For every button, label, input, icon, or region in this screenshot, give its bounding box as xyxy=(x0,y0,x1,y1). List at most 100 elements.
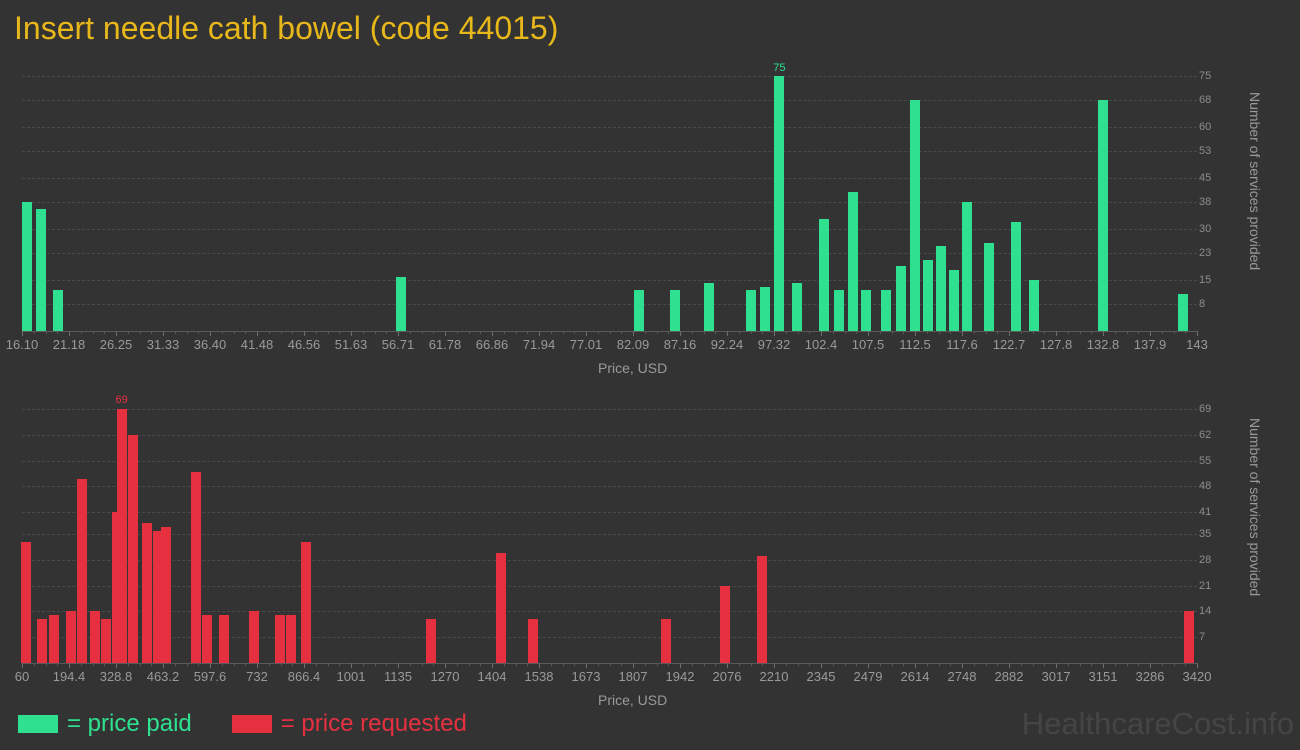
histogram-bar[interactable] xyxy=(201,615,212,663)
y-axis-labels-price-paid: 8 15 23 30 38 45 53 60 68 75 xyxy=(1199,66,1239,331)
x-axis-minor-tick xyxy=(386,663,388,666)
x-axis-tick xyxy=(22,663,23,668)
histogram-bar[interactable] xyxy=(1097,99,1108,331)
histogram-bar[interactable] xyxy=(496,552,507,663)
histogram-bar[interactable] xyxy=(1178,293,1189,331)
histogram-bar[interactable] xyxy=(300,541,311,663)
x-axis-minor-tick xyxy=(644,663,646,666)
x-axis-minor-tick xyxy=(950,663,952,666)
histogram-bar[interactable] xyxy=(100,618,111,663)
legend-item-price-paid[interactable]: = price paid xyxy=(18,710,192,738)
histogram-bar[interactable] xyxy=(704,283,715,331)
histogram-bar[interactable] xyxy=(774,76,785,331)
histogram-bar[interactable] xyxy=(127,434,138,663)
x-axis-minor-tick xyxy=(597,663,599,666)
histogram-bar[interactable] xyxy=(1011,222,1022,331)
x-axis-minor-tick xyxy=(139,331,141,334)
histogram-bar[interactable] xyxy=(89,611,100,663)
histogram-bar[interactable] xyxy=(153,530,164,663)
x-axis-minor-tick xyxy=(550,331,552,334)
histogram-bar[interactable] xyxy=(922,259,933,331)
histogram-bar[interactable] xyxy=(848,191,859,331)
histogram-bar[interactable] xyxy=(248,611,259,663)
histogram-bar[interactable] xyxy=(53,290,64,331)
x-axis-tick xyxy=(586,331,587,336)
histogram-bar[interactable] xyxy=(395,276,406,331)
histogram-bar[interactable] xyxy=(962,201,973,331)
x-axis-tick-label: 866.4 xyxy=(287,669,321,684)
y-axis-tick-label: 7 xyxy=(1199,631,1206,644)
chart-price-requested: 69 60 194.4 328.8 463.2 597.6 732 866.4 1001 113… xyxy=(0,390,1300,710)
x-axis-minor-tick xyxy=(374,663,376,666)
x-axis-tick xyxy=(1197,331,1198,336)
x-axis-tick-label: 2479 xyxy=(853,669,883,684)
x-axis-minor-tick xyxy=(421,331,423,334)
histogram-bar[interactable] xyxy=(983,242,994,331)
histogram-bar[interactable] xyxy=(719,585,730,663)
x-axis-minor-tick xyxy=(92,331,94,334)
histogram-bar[interactable] xyxy=(661,618,672,663)
histogram-bar[interactable] xyxy=(759,286,770,331)
histogram-bar[interactable] xyxy=(20,541,31,663)
x-axis-tick xyxy=(257,663,258,668)
histogram-bar[interactable] xyxy=(275,615,286,663)
x-axis-tick xyxy=(1056,663,1057,668)
y-axis-tick-label: 48 xyxy=(1199,480,1212,493)
histogram-bar[interactable] xyxy=(949,269,960,331)
x-axis-minor-tick xyxy=(127,331,129,334)
histogram-bar[interactable] xyxy=(745,290,756,331)
histogram-bar[interactable] xyxy=(833,290,844,331)
x-axis-tick xyxy=(163,331,164,336)
histogram-bar[interactable] xyxy=(792,283,802,331)
x-axis-tick xyxy=(915,663,916,668)
x-axis-minor-tick xyxy=(92,663,94,666)
x-axis-tick xyxy=(962,331,963,336)
histogram-bar[interactable] xyxy=(161,526,172,663)
x-axis-minor-tick xyxy=(750,663,752,666)
x-axis-tick xyxy=(774,331,775,336)
x-axis-tick-label: 3286 xyxy=(1135,669,1165,684)
histogram-bar[interactable] xyxy=(142,523,153,663)
x-axis-minor-tick xyxy=(621,663,623,666)
histogram-bar[interactable] xyxy=(190,471,201,663)
histogram-bar[interactable] xyxy=(21,201,32,331)
x-axis-minor-tick xyxy=(550,663,552,666)
x-axis-minor-tick xyxy=(433,663,435,666)
histogram-bar[interactable] xyxy=(286,615,297,663)
histogram-bar[interactable] xyxy=(895,266,906,331)
x-axis-minor-tick xyxy=(151,663,153,666)
legend-item-price-requested[interactable]: = price requested xyxy=(231,710,467,738)
histogram-bar[interactable] xyxy=(426,618,437,663)
x-axis-minor-tick xyxy=(374,331,376,334)
histogram-bar[interactable] xyxy=(633,290,644,331)
histogram-bar[interactable] xyxy=(527,618,538,663)
x-axis-tick xyxy=(257,331,258,336)
x-axis-minor-tick xyxy=(104,663,106,666)
histogram-bar[interactable] xyxy=(1183,611,1194,663)
histogram-bar[interactable] xyxy=(669,290,680,331)
histogram-bar[interactable] xyxy=(880,290,891,331)
x-axis-minor-tick xyxy=(574,331,576,334)
histogram-bar[interactable] xyxy=(861,290,872,331)
x-axis-minor-tick xyxy=(198,331,200,334)
x-axis-tick xyxy=(1056,331,1057,336)
histogram-bar[interactable] xyxy=(935,246,946,331)
y-axis-tick-label: 69 xyxy=(1199,403,1212,416)
histogram-bar[interactable] xyxy=(116,409,127,663)
histogram-bar[interactable] xyxy=(37,618,48,663)
histogram-bar[interactable] xyxy=(49,615,60,663)
x-axis-minor-tick xyxy=(691,663,693,666)
x-axis-minor-tick xyxy=(139,663,141,666)
histogram-bar[interactable] xyxy=(218,615,229,663)
histogram-bar[interactable] xyxy=(756,556,767,663)
x-axis-minor-tick xyxy=(362,663,364,666)
histogram-bar[interactable] xyxy=(1029,280,1040,331)
histogram-bar[interactable] xyxy=(66,611,77,663)
x-axis-tick-label: 1001 xyxy=(336,669,366,684)
x-axis-tick-label: 2748 xyxy=(947,669,977,684)
histogram-bar[interactable] xyxy=(909,99,920,331)
x-axis-tick-label: 31.33 xyxy=(146,337,180,352)
histogram-bar[interactable] xyxy=(77,478,88,663)
histogram-bar[interactable] xyxy=(818,218,829,331)
histogram-bar[interactable] xyxy=(35,208,46,331)
